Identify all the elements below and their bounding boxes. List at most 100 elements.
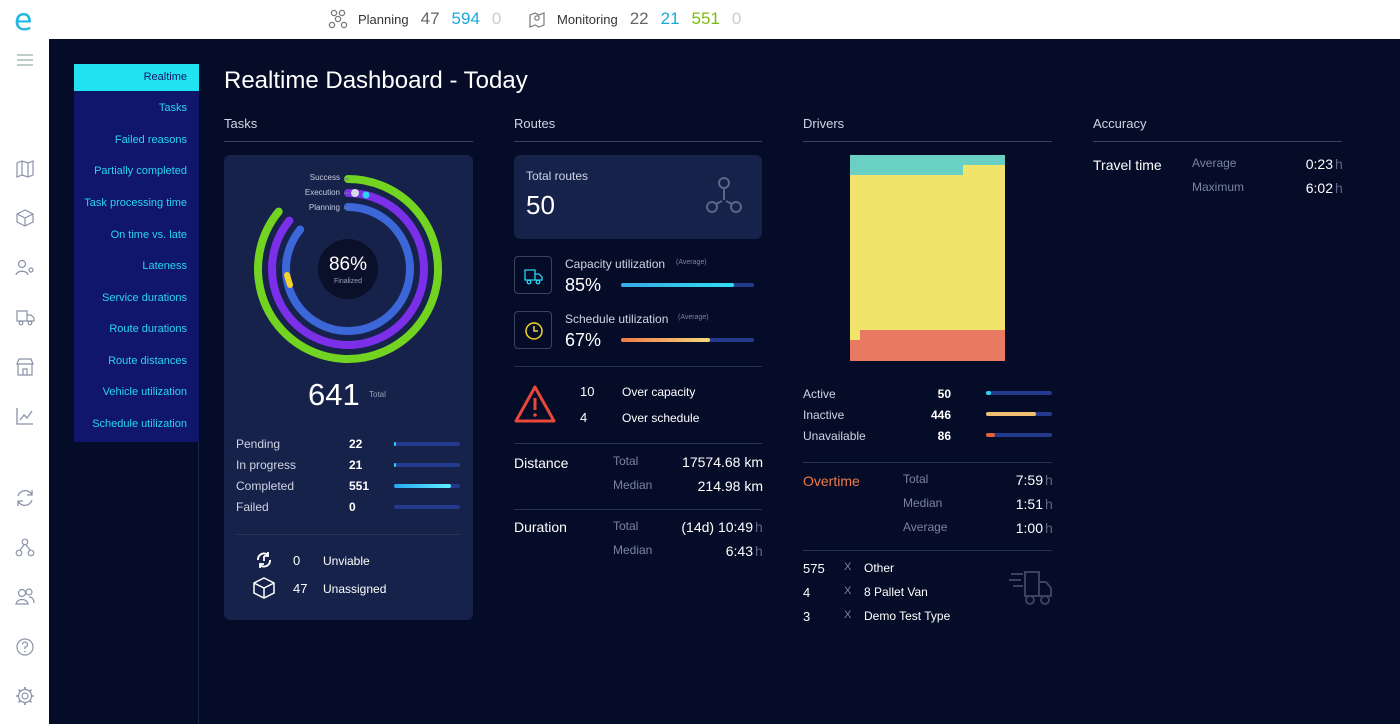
task-status-bar-failed xyxy=(394,505,460,509)
capacity-bar-fill xyxy=(621,283,735,287)
delivery-truck-watermark-icon xyxy=(1009,571,1052,605)
subnav-item-task-processing-time[interactable]: Task processing time xyxy=(84,197,187,209)
finalized-percent: 86% xyxy=(328,254,368,275)
menu-icon[interactable] xyxy=(14,49,36,71)
planning-icon xyxy=(328,9,348,29)
task-status-label-in-progress: In progress xyxy=(236,458,297,472)
unviable-icon xyxy=(257,552,271,568)
distance-median-value: 214.98 km xyxy=(697,478,763,494)
capacity-bar xyxy=(621,283,754,287)
driver-status-bar-inactive xyxy=(986,412,1052,416)
duration-median-unit: h xyxy=(755,543,763,559)
ring-marker xyxy=(284,272,293,288)
unassigned-label: Unassigned xyxy=(323,582,387,596)
duration-total-value: (14d) 10:49 xyxy=(681,519,753,535)
subnav-item-lateness[interactable]: Lateness xyxy=(142,260,187,272)
routes-network-icon xyxy=(706,177,742,213)
driver-status-value-active: 50 xyxy=(937,387,951,401)
vehicle-type-x-pallet-van: X xyxy=(844,585,852,597)
driver-active-area xyxy=(850,155,1005,175)
monitoring-count-2: 21 xyxy=(660,9,680,28)
planning-count-2: 594 xyxy=(451,9,480,28)
driver-status-bar-fill-active xyxy=(986,391,992,395)
driver-status-bar-unavailable xyxy=(986,433,1052,437)
ring-label-execution: Execution xyxy=(304,188,340,197)
accuracy-section-rule xyxy=(1093,141,1342,142)
task-status-bar-fill-pending xyxy=(394,442,396,446)
vehicle-type-count-pallet-van: 4 xyxy=(803,585,811,600)
analytics-icon[interactable] xyxy=(14,405,36,427)
top-bar: e Planning 47 594 0 Monitoring 22 21 551… xyxy=(0,0,1400,39)
tasks-card: Success Execution Planning 86% Finalized… xyxy=(224,155,473,620)
subnav-item-partially-completed[interactable]: Partially completed xyxy=(94,165,187,177)
task-status-bar-fill-in-progress xyxy=(394,463,396,467)
package-icon[interactable] xyxy=(14,207,36,229)
over-schedule-value: 4 xyxy=(580,410,588,425)
over-capacity-value: 10 xyxy=(580,384,595,399)
monitoring-summary[interactable]: Monitoring 22 21 551 0 xyxy=(527,8,753,30)
accuracy-section-title: Accuracy xyxy=(1093,116,1147,131)
warning-icon xyxy=(514,385,556,423)
overtime-average-label: Average xyxy=(903,520,948,534)
schedule-tag: (Average) xyxy=(678,314,709,321)
drivers-divider-1 xyxy=(803,462,1052,463)
task-status-bar-fill-completed xyxy=(394,484,451,488)
total-routes-value: 50 xyxy=(526,190,555,220)
settings-gear-icon[interactable] xyxy=(14,685,36,707)
total-routes-card: Total routes 50 xyxy=(514,155,762,239)
subnav-divider xyxy=(198,442,199,724)
subnav-item-service-durations[interactable]: Service durations xyxy=(102,292,187,304)
subnav-item-tasks[interactable]: Tasks xyxy=(158,102,187,114)
driver-status-bar-fill-inactive xyxy=(986,412,1037,416)
schedule-label: Schedule utilization xyxy=(565,312,669,326)
unviable-value: 0 xyxy=(293,553,301,568)
duration-median-label: Median xyxy=(613,543,653,557)
distance-total-label: Total xyxy=(613,454,639,468)
driver-status-label-unavailable: Unavailable xyxy=(803,429,866,443)
subnav-item-failed-reasons[interactable]: Failed reasons xyxy=(114,134,187,146)
planning-count-3: 0 xyxy=(491,9,502,28)
store-icon[interactable] xyxy=(14,356,36,378)
subnav-item-route-distances[interactable]: Route distances xyxy=(108,355,187,367)
capacity-value: 85% xyxy=(565,275,602,295)
tasks-section-rule xyxy=(224,141,473,142)
driver-location-icon[interactable] xyxy=(14,257,36,279)
vehicle-type-name-other: Other xyxy=(864,561,895,575)
drivers-section-rule xyxy=(803,141,1052,142)
subnav-item-vehicle-utilization[interactable]: Vehicle utilization xyxy=(102,386,187,398)
routes-section-rule xyxy=(514,141,762,142)
travel-time-label: Travel time xyxy=(1093,157,1162,173)
tasks-total-label: Total xyxy=(369,390,386,399)
vehicle-type-name-pallet-van: 8 Pallet Van xyxy=(864,585,928,599)
monitoring-icon xyxy=(529,12,545,28)
delivery-truck-icon[interactable] xyxy=(14,306,36,328)
driver-unavailable-area xyxy=(850,330,1005,361)
driver-status-bar-active xyxy=(986,391,1052,395)
drivers-divider-2 xyxy=(803,550,1052,551)
subnav-item-schedule-utilization[interactable]: Schedule utilization xyxy=(92,418,187,430)
overtime-average-unit: h xyxy=(1045,520,1053,536)
tasks-section-title: Tasks xyxy=(224,116,258,131)
driver-status-label-inactive: Inactive xyxy=(803,408,845,422)
driver-inactive-area xyxy=(850,165,1005,340)
accuracy-maximum-label: Maximum xyxy=(1192,180,1245,194)
task-status-bar-in-progress xyxy=(394,463,460,467)
app-logo[interactable]: e xyxy=(14,3,33,38)
subnav-item-route-durations[interactable]: Route durations xyxy=(109,323,187,335)
refresh-icon[interactable] xyxy=(14,487,36,509)
help-icon[interactable] xyxy=(14,636,36,658)
overtime-total-unit: h xyxy=(1045,472,1053,488)
accuracy-maximum-value: 6:02 xyxy=(1305,180,1333,196)
subnav-item-on-time-vs-late[interactable]: On time vs. late xyxy=(110,229,187,241)
monitoring-count-3: 551 xyxy=(691,9,720,28)
task-progress-rings xyxy=(254,175,443,363)
duration-label: Duration xyxy=(514,519,567,535)
users-icon[interactable] xyxy=(14,586,36,608)
subnav-item-realtime[interactable]: Realtime xyxy=(74,64,199,91)
overtime-median-unit: h xyxy=(1045,496,1053,512)
overtime-average-value: 1:00 xyxy=(1015,520,1043,536)
planning-label: Planning xyxy=(358,11,409,27)
routes-icon[interactable] xyxy=(14,537,36,559)
map-icon[interactable] xyxy=(14,158,36,180)
planning-summary[interactable]: Planning 47 594 0 xyxy=(328,8,513,30)
